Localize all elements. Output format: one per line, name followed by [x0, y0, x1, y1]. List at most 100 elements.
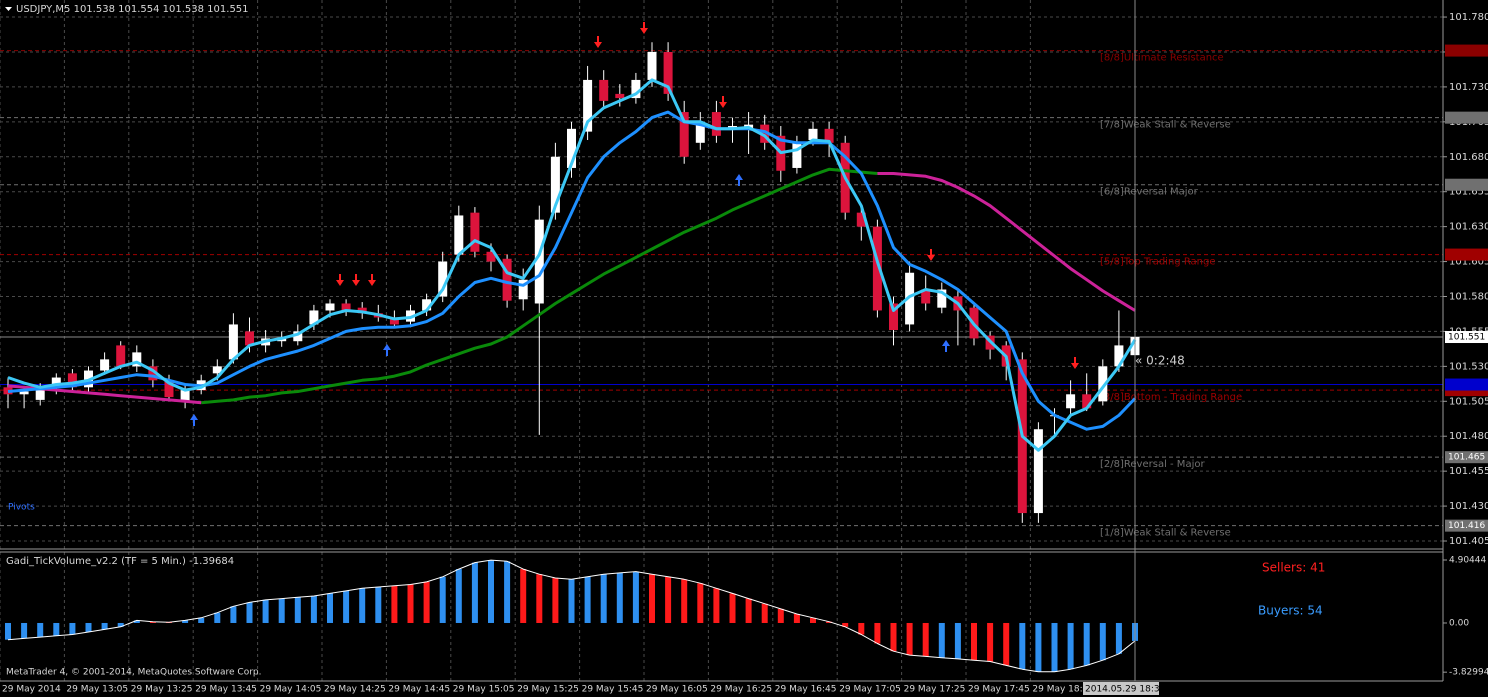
candle-body	[663, 51, 673, 94]
bar	[230, 606, 237, 623]
candle-body	[502, 258, 512, 301]
bar	[1067, 622, 1074, 670]
bar	[810, 617, 816, 623]
candle-body	[51, 377, 61, 388]
bar	[182, 620, 189, 623]
bar	[343, 590, 350, 623]
candle-body	[550, 156, 560, 213]
bar	[890, 622, 897, 652]
bar	[536, 574, 543, 623]
candle-body	[1082, 394, 1092, 409]
bar	[793, 613, 800, 623]
level-price-box	[1445, 248, 1488, 261]
x-tick-label: 29 May 17:45	[968, 685, 1030, 695]
candle-body	[454, 215, 464, 255]
crosshair-label-box	[1083, 682, 1159, 695]
indicator-title: Gadi_TickVolume_v2.2 (TF = 5 Min.) -1.39…	[6, 556, 234, 567]
candle-body	[100, 359, 110, 371]
buyers-count: Buyers: 54	[1258, 604, 1323, 618]
candle-body	[937, 289, 947, 308]
candle-body	[1114, 345, 1124, 367]
timer: « 0:2:48	[1135, 354, 1185, 368]
level-price-label: 101.416	[1448, 521, 1485, 531]
line	[7, 110, 1137, 431]
price-box	[1445, 331, 1488, 344]
y-tick-label: 101.780	[1449, 12, 1488, 23]
bar	[729, 593, 736, 623]
x-tick-label: 29 May 14:05	[260, 685, 322, 695]
bar	[246, 602, 253, 623]
bar	[1083, 622, 1090, 666]
bar	[906, 622, 913, 656]
bar	[359, 588, 366, 623]
bar	[697, 583, 704, 623]
candle-body	[67, 373, 77, 388]
y-tick-label: 101.480	[1449, 431, 1488, 442]
candle-body	[615, 93, 625, 99]
y-tick-label: -3.82994	[1449, 668, 1488, 678]
x-tick-label: 29 May 2014	[2, 685, 61, 695]
bar	[1019, 622, 1026, 670]
buy-arrows	[190, 174, 950, 426]
y-tick-label: 101.605	[1449, 257, 1488, 268]
level-price-box	[1445, 44, 1488, 57]
x-tick-label: 29 May 16:45	[775, 685, 837, 695]
crosshair-label: 2014.05.29 18:35	[1085, 685, 1165, 695]
level-label: [1/8]Weak Stall & Reverse	[1100, 528, 1231, 539]
bar	[101, 622, 108, 630]
level-label: [8/8]Ultimate Resistance	[1100, 53, 1224, 64]
candle-body	[1098, 366, 1108, 402]
candle-body	[1066, 394, 1076, 409]
candle-body	[647, 51, 657, 80]
bar	[133, 620, 140, 623]
candle-body	[116, 345, 126, 367]
bar	[665, 576, 672, 623]
sellers-count: Sellers: 41	[1262, 561, 1325, 575]
bar	[37, 622, 44, 638]
bar	[214, 612, 221, 623]
bar	[294, 597, 301, 623]
x-tick-label: 29 May 13:05	[66, 685, 128, 695]
bar	[842, 622, 849, 627]
candle-body	[808, 128, 818, 141]
y-tick-label: 101.505	[1449, 396, 1488, 407]
line	[201, 167, 878, 405]
h-line-box	[1445, 378, 1488, 391]
bar	[954, 622, 961, 659]
bar	[1035, 622, 1042, 672]
candle-body	[583, 79, 593, 132]
candle-body	[293, 331, 303, 342]
level-label: [2/8]Reversal - Major	[1100, 459, 1205, 470]
candle-body	[470, 212, 480, 252]
x-tick-label: 29 May 16:25	[710, 685, 772, 695]
bar	[423, 581, 430, 623]
x-tick-label: 29 May 14:25	[324, 685, 386, 695]
bar	[568, 579, 575, 623]
bar	[1003, 622, 1010, 666]
x-tick-label: 29 May 15:45	[582, 685, 644, 695]
x-tick-label: 29 May 17:05	[839, 685, 901, 695]
bar	[1051, 622, 1058, 672]
bar	[600, 574, 607, 623]
frame	[0, 0, 1444, 682]
candle-body	[889, 303, 898, 331]
bar	[649, 574, 655, 623]
price-label: 101.551	[1448, 333, 1485, 343]
bar	[552, 578, 559, 623]
x-tick-label: 29 May 15:05	[453, 685, 515, 695]
bar	[455, 569, 462, 623]
candle-body	[518, 279, 528, 300]
candle-body	[695, 121, 705, 143]
candle-body	[180, 390, 190, 402]
bar	[858, 622, 865, 635]
candle-body	[389, 317, 399, 325]
bar	[117, 622, 124, 627]
level-label: [6/8]Reversal Major	[1100, 187, 1199, 198]
candle-body	[679, 112, 689, 157]
level-price-box	[1445, 451, 1488, 464]
bar	[761, 603, 768, 623]
candle-body	[824, 128, 834, 143]
y-tick-label: 101.455	[1449, 466, 1488, 477]
bar	[938, 622, 945, 658]
